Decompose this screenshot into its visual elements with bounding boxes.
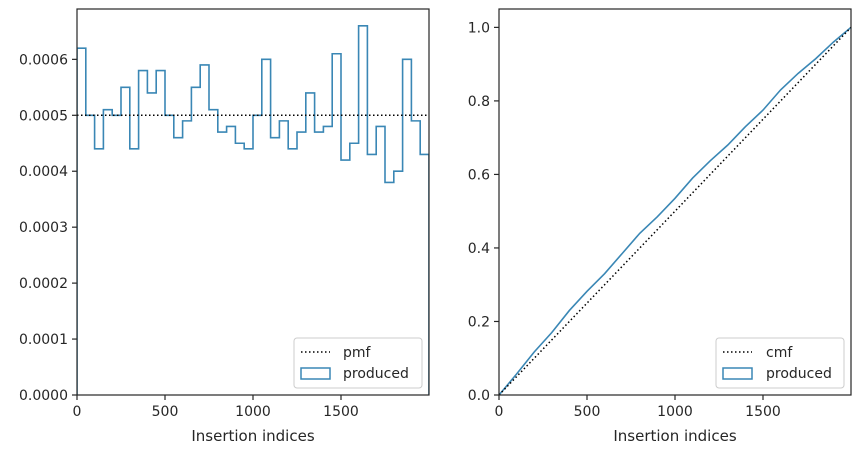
histogram-series-produced xyxy=(77,24,429,395)
cumulative-x-axis-label: Insertion indices xyxy=(613,427,736,445)
histogram-legend-label: pmf xyxy=(343,345,372,361)
cumulative-y-tick-label: 0.2 xyxy=(468,314,490,330)
cumulative-series-cmf xyxy=(499,26,851,395)
histogram-y-tick-label: 0.0006 xyxy=(19,52,68,68)
cumulative-y-tick-label: 1.0 xyxy=(468,20,490,36)
histogram-y-tick-label: 0.0002 xyxy=(19,276,68,292)
cumulative-legend-box xyxy=(715,337,845,389)
histogram-x-tick-label: 500 xyxy=(152,404,179,420)
cumulative-y-tick-label: 0.4 xyxy=(468,241,490,257)
histogram-x-tick-label: 1500 xyxy=(323,404,359,420)
histogram-plot-area xyxy=(77,24,429,395)
histogram-axes-frame xyxy=(76,8,430,396)
histogram-x-axis-label: Insertion indices xyxy=(191,427,314,445)
cumulative-y-axis: 0.0 0.2 0.4 0.6 0.8 1.0 xyxy=(468,20,499,404)
cumulative-x-tick-label: 500 xyxy=(574,404,601,420)
histogram-panel: 0 500 1000 1500 0.00000.00010.00020.00030.0… xyxy=(19,8,430,445)
histogram-legend: pmf produced xyxy=(293,337,423,389)
cumulative-x-axis: 0 500 1000 1500 xyxy=(495,395,781,420)
histogram-y-tick-label: 0.0001 xyxy=(19,332,68,348)
cumulative-y-tick-label: 0.8 xyxy=(468,94,490,110)
histogram-x-tick-label: 0 xyxy=(73,404,82,420)
cumulative-axes-frame xyxy=(498,8,852,396)
histogram-y-tick-label: 0.0004 xyxy=(19,164,68,180)
cumulative-legend-swatch-produced xyxy=(722,367,753,380)
histogram-legend-swatch-produced xyxy=(300,367,331,380)
cumulative-legend-label: produced xyxy=(766,366,832,382)
cumulative-x-tick-label: 1000 xyxy=(657,404,693,420)
cumulative-x-tick-label: 0 xyxy=(495,404,504,420)
histogram-y-tick-label: 0.0005 xyxy=(19,108,68,124)
cumulative-y-tick-label: 0.6 xyxy=(468,167,490,183)
cumulative-legend: cmf produced xyxy=(715,337,845,389)
cumulative-panel: 0 500 1000 1500 0.0 0.2 0.4 0.6 0.8 1.0 Insertio… xyxy=(468,8,852,445)
cumulative-legend-label: cmf xyxy=(766,345,793,361)
histogram-x-tick-label: 1000 xyxy=(235,404,271,420)
histogram-y-axis: 0.0000 0.0001 0.0002 0.0003 0.0004 0.0005 0.00… xyxy=(19,52,77,404)
cumulative-series-produced xyxy=(499,26,851,395)
histogram-y-tick-label: 0.0003 xyxy=(19,220,68,236)
cumulative-y-tick-label: 0.0 xyxy=(468,388,490,404)
histogram-legend-box xyxy=(293,337,423,389)
histogram-legend-label: produced xyxy=(343,366,409,382)
histogram-x-axis: 0 500 1000 1500 xyxy=(73,395,359,420)
cumulative-plot-area xyxy=(499,26,851,395)
histogram-y-tick-label: 0.0000 xyxy=(19,388,68,404)
cumulative-x-tick-label: 1500 xyxy=(745,404,781,420)
